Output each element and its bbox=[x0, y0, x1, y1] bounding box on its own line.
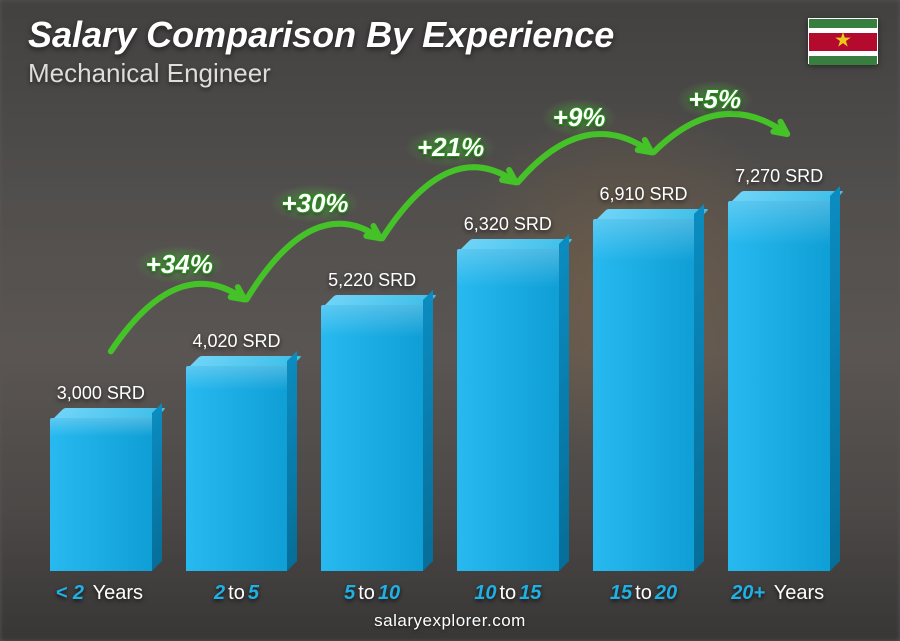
bar-value-label: 5,220 SRD bbox=[311, 270, 433, 291]
bar-value-label: 4,020 SRD bbox=[176, 331, 298, 352]
salary-bar-chart: 3,000 SRD< 2 Years4,020 SRD2to55,220 SRD… bbox=[40, 110, 840, 571]
percent-increase-label: +21% bbox=[405, 128, 496, 167]
bar-0: 3,000 SRD< 2 Years bbox=[40, 141, 162, 571]
bar-value-label: 6,320 SRD bbox=[447, 214, 569, 235]
page-subtitle: Mechanical Engineer bbox=[28, 58, 800, 89]
bar-category-label: 15to20 bbox=[583, 582, 705, 605]
bar-category-label: < 2 Years bbox=[40, 582, 162, 605]
percent-increase-label: +34% bbox=[134, 245, 225, 284]
percent-increase-label: +5% bbox=[676, 80, 753, 119]
bar-value-label: 7,270 SRD bbox=[718, 166, 840, 187]
bar-category-label: 10to15 bbox=[447, 582, 569, 605]
percent-increase-label: +30% bbox=[269, 184, 360, 223]
flag-star-icon: ★ bbox=[834, 31, 852, 51]
bar-category-label: 5to10 bbox=[311, 582, 433, 605]
suriname-flag-icon: ★ bbox=[808, 18, 878, 64]
bar-4: 6,910 SRD15to20 bbox=[583, 141, 705, 571]
percent-increase-label: +9% bbox=[541, 98, 618, 137]
header: Salary Comparison By Experience Mechanic… bbox=[28, 14, 800, 89]
bar-value-label: 6,910 SRD bbox=[583, 184, 705, 205]
bar-3: 6,320 SRD10to15 bbox=[447, 141, 569, 571]
bar-category-label: 2to5 bbox=[176, 582, 298, 605]
page-title: Salary Comparison By Experience bbox=[28, 14, 800, 56]
footer-credit: salaryexplorer.com bbox=[0, 611, 900, 631]
bar-category-label: 20+ Years bbox=[718, 582, 840, 605]
bar-value-label: 3,000 SRD bbox=[40, 383, 162, 404]
bar-5: 7,270 SRD20+ Years bbox=[718, 141, 840, 571]
